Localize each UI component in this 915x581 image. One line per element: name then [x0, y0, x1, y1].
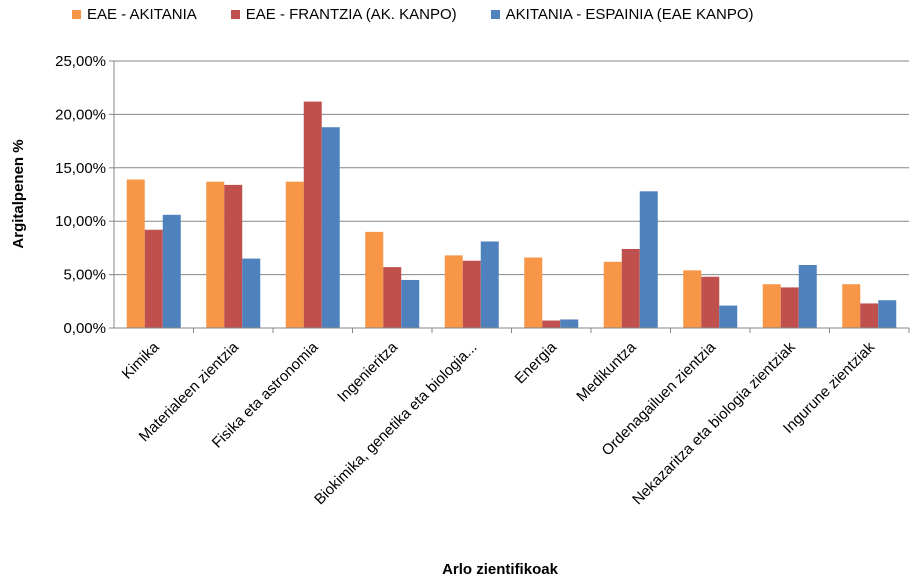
bar-eae-akitania: [524, 257, 543, 328]
legend-label-series-2: AKITANIA - ESPAINIA (EAE KANPO): [505, 6, 754, 23]
bar-akitania-espainia: [798, 264, 817, 328]
bar-eae-akitania: [285, 181, 304, 328]
bar-eae-frantzia: [621, 248, 640, 328]
y-tick-label: 10,00%: [55, 213, 106, 230]
legend-swatch-series-2: [490, 10, 500, 19]
bar-eae-akitania: [683, 270, 702, 328]
bar-eae-frantzia: [462, 260, 481, 328]
bar-akitania-espainia: [321, 127, 340, 328]
bar-akitania-espainia: [401, 279, 420, 328]
bar-akitania-espainia: [242, 258, 261, 328]
y-tick-label: 20,00%: [55, 106, 106, 123]
legend-item-series-1: EAE - FRANTZIA (AK. KANPO): [230, 6, 457, 23]
bar-eae-frantzia: [383, 267, 402, 328]
legend-label-series-0: EAE - AKITANIA: [87, 6, 197, 23]
bar-akitania-espainia: [639, 191, 658, 328]
bar-eae-frantzia: [144, 229, 163, 328]
bar-eae-akitania: [842, 284, 861, 328]
y-tick-labels: 0,00% 5,00% 10,00% 15,00% 20,00% 25,00%: [55, 53, 106, 337]
y-axis-title: Argitalpenen %: [10, 139, 27, 248]
bar-akitania-espainia: [480, 241, 499, 328]
bar-eae-frantzia: [860, 303, 879, 328]
x-tick-label: Kimika: [119, 338, 163, 382]
axes: [113, 61, 910, 333]
y-tick-label: 5,00%: [63, 267, 106, 284]
legend-item-series-2: AKITANIA - ESPAINIA (EAE KANPO): [490, 6, 754, 23]
bar-eae-akitania: [206, 181, 225, 328]
bar-akitania-espainia: [162, 214, 181, 328]
x-tick-label: Nekazaritza eta biologia zientziak: [629, 338, 799, 508]
bar-eae-akitania: [762, 284, 781, 328]
x-tick-label: Biokimika, genetika eta biologia...: [311, 339, 480, 508]
legend-swatch-series-0: [72, 10, 81, 19]
x-tick-label: Medikuntza: [573, 338, 640, 405]
bar-akitania-espainia: [878, 300, 897, 328]
bar-eae-akitania: [603, 261, 622, 328]
bar-eae-akitania: [126, 179, 145, 328]
bar-eae-frantzia: [542, 320, 561, 328]
x-tick-label: Ingenieritza: [334, 338, 401, 405]
bar-eae-akitania: [365, 231, 384, 328]
bar-eae-akitania: [444, 255, 463, 328]
chart-legend: EAE - AKITANIA EAE - FRANTZIA (AK. KANPO…: [72, 6, 754, 23]
bar-eae-frantzia: [701, 276, 720, 328]
bar-eae-frantzia: [780, 287, 799, 328]
bar-akitania-espainia: [560, 319, 579, 328]
legend-swatch-series-1: [230, 10, 240, 19]
y-tick-label: 15,00%: [55, 160, 106, 177]
legend-item-series-0: EAE - AKITANIA: [72, 6, 197, 23]
bar-akitania-espainia: [719, 305, 738, 328]
y-tick-label: 25,00%: [55, 53, 106, 70]
bar-eae-frantzia: [224, 184, 243, 328]
x-tick-label: Energia: [511, 338, 560, 387]
legend-label-series-1: EAE - FRANTZIA (AK. KANPO): [245, 6, 457, 23]
bar-eae-frantzia: [303, 101, 322, 328]
bars: [126, 101, 897, 328]
x-axis-title: Arlo zientifikoak: [442, 561, 559, 578]
y-tick-label: 0,00%: [63, 320, 106, 337]
